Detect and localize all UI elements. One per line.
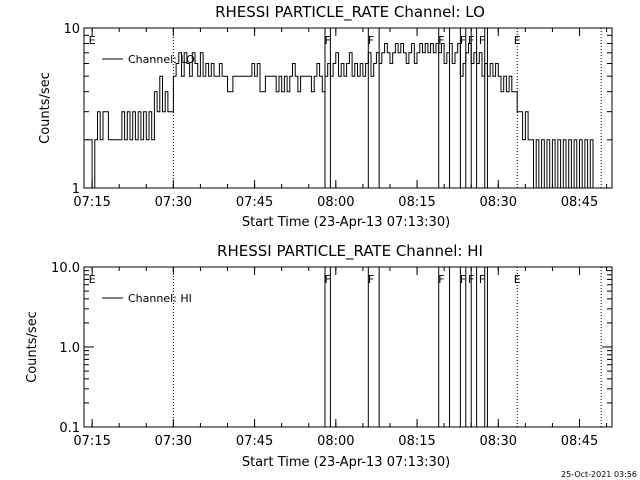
panel-lo: RHESSI PARTICLE_RATE Channel: LO 07:15 07… (38, 3, 613, 230)
flag-labels: E EF F F F F F (89, 273, 521, 286)
legend-label: Channel: HI (128, 292, 192, 305)
flag-e-label: E (89, 273, 96, 286)
y-axis-ticks: 0.1 1.0 10.0 (51, 261, 612, 436)
panel-hi: RHESSI PARTICLE_RATE Channel: HI 07:15 07… (25, 242, 613, 470)
dotted-lines (172, 267, 602, 427)
flag-f-label: F (468, 34, 474, 47)
flag-lines (324, 267, 488, 427)
x-tick-label: 08:30 (480, 434, 517, 449)
plot-frame (83, 27, 613, 189)
chart-title: RHESSI PARTICLE_RATE Channel: LO (215, 3, 485, 22)
flag-f-label: F (479, 34, 485, 47)
flag-lines (324, 28, 488, 188)
legend-label: Channel: LO (128, 53, 195, 66)
flag-labels: E EF F F F F F (89, 34, 521, 47)
flag-f-label: F (468, 273, 474, 286)
timestamp: 25-Oct-2021 03:56 (561, 470, 637, 479)
flag-f-label: F (479, 273, 485, 286)
y-tick-label: 10 (63, 22, 80, 37)
flag-f-label: F (460, 34, 466, 47)
x-axis-label: Start Time (23-Apr-13 07:13:30) (242, 455, 450, 470)
x-tick-label: 07:45 (236, 434, 273, 449)
flag-e-label: E (514, 273, 521, 286)
y-axis-label: Counts/sec (38, 72, 53, 144)
y-tick-label: 1.0 (59, 341, 80, 356)
x-tick-label: 08:30 (480, 195, 517, 210)
flag-f-label: F (438, 273, 444, 286)
x-tick-label: 07:30 (155, 434, 192, 449)
x-axis-label: Start Time (23-Apr-13 07:13:30) (242, 215, 450, 230)
x-axis-ticks: 07:15 07:30 07:45 08:00 08:15 08:30 08:45 (73, 267, 608, 449)
y-tick-label: 0.1 (59, 421, 80, 436)
chart-title: RHESSI PARTICLE_RATE Channel: HI (217, 242, 483, 261)
x-tick-label: 07:15 (73, 434, 110, 449)
flag-f-label: F (325, 34, 331, 47)
x-tick-label: 07:30 (155, 195, 192, 210)
x-tick-label: 08:15 (398, 434, 435, 449)
x-tick-label: 08:45 (561, 434, 598, 449)
y-axis-label: Counts/sec (25, 311, 40, 383)
series-line-lo (86, 43, 594, 189)
plot-frame (83, 266, 613, 428)
flag-f-label: F (368, 34, 374, 47)
flag-f-label: F (325, 273, 331, 286)
x-tick-label: 08:00 (317, 434, 354, 449)
flag-f-label: F (368, 273, 374, 286)
x-tick-label: 08:00 (317, 195, 354, 210)
x-tick-label: 08:15 (398, 195, 435, 210)
x-tick-label: 07:45 (236, 195, 273, 210)
flag-e-label: E (514, 34, 521, 47)
y-tick-label: 10.0 (51, 261, 80, 276)
flag-f-label: F (438, 34, 444, 47)
flag-f-label: F (460, 273, 466, 286)
y-axis-ticks: 1 10 (63, 22, 612, 197)
y-tick-label: 1 (72, 182, 80, 197)
x-tick-label: 07:15 (73, 195, 110, 210)
x-tick-label: 08:45 (561, 195, 598, 210)
flag-e-label: E (89, 34, 96, 47)
